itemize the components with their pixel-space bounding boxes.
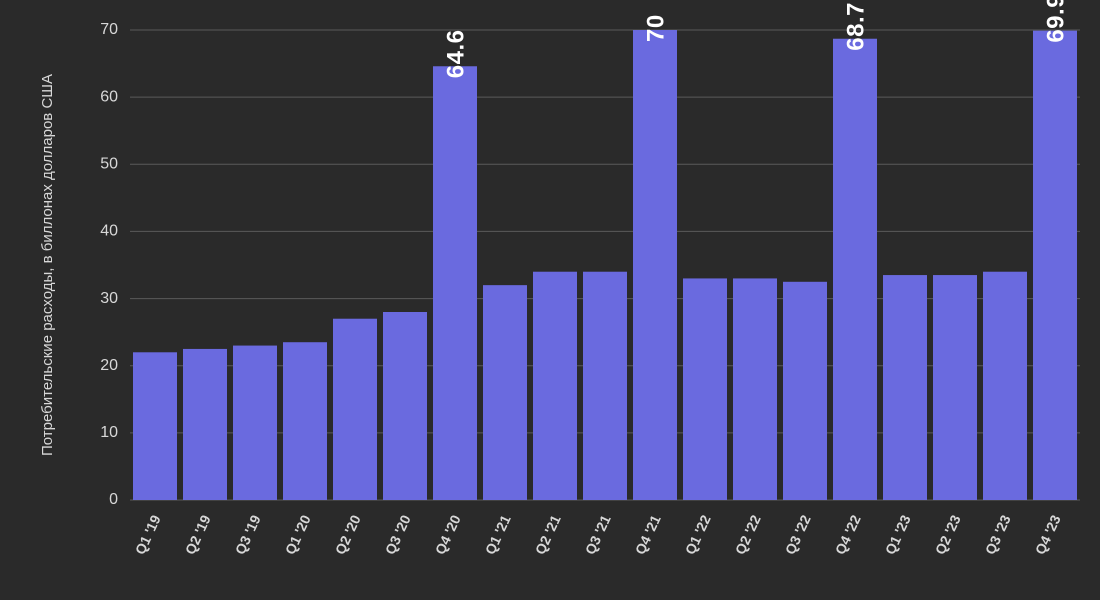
bar: [533, 272, 577, 500]
bar: [633, 30, 677, 500]
y-tick-label: 40: [100, 223, 118, 240]
bar: [333, 319, 377, 500]
bar-value-label: 70: [642, 14, 669, 42]
y-tick-label: 20: [100, 357, 118, 374]
y-tick-label: 70: [100, 21, 118, 38]
y-tick-label: 0: [109, 491, 118, 508]
bar: [433, 66, 477, 500]
spending-bar-chart: 0 10 20 30 40 50 60 70 Потребительские расходы, …: [0, 0, 1100, 600]
bar: [583, 272, 627, 500]
y-tick-label: 10: [100, 424, 118, 441]
bar: [183, 349, 227, 500]
bar: [983, 272, 1027, 500]
bar: [933, 275, 977, 500]
bar: [733, 278, 777, 500]
bar-value-label: 69.9: [1042, 0, 1069, 43]
bar: [233, 346, 277, 500]
bar-value-label: 68.7: [842, 2, 869, 51]
bar-value-label: 64.6: [442, 30, 469, 79]
bar: [683, 278, 727, 500]
bar: [383, 312, 427, 500]
bar: [833, 39, 877, 500]
y-tick-label: 30: [100, 290, 118, 307]
y-axis-label: Потребительские расходы, в биллонах долл…: [39, 74, 56, 456]
y-tick-label: 50: [100, 156, 118, 173]
bar: [783, 282, 827, 500]
bar: [1033, 31, 1077, 500]
bar: [483, 285, 527, 500]
y-tick-label: 60: [100, 88, 118, 105]
bar: [133, 352, 177, 500]
bar: [283, 342, 327, 500]
bar: [883, 275, 927, 500]
